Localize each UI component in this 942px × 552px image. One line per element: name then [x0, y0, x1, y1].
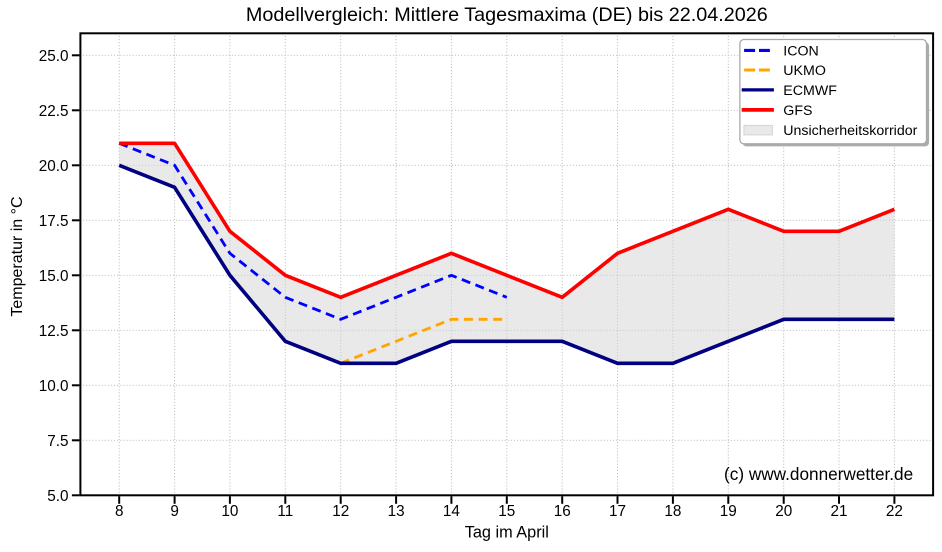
svg-text:15.0: 15.0 [39, 268, 69, 285]
svg-text:17: 17 [609, 503, 626, 520]
svg-text:20: 20 [775, 503, 792, 520]
svg-text:8: 8 [115, 503, 124, 520]
svg-text:22: 22 [886, 503, 903, 520]
svg-text:17.5: 17.5 [39, 213, 69, 230]
svg-text:20.0: 20.0 [39, 158, 69, 175]
svg-text:Tag im April: Tag im April [465, 524, 549, 542]
svg-text:Unsicherheitskorridor: Unsicherheitskorridor [783, 123, 917, 139]
svg-text:14: 14 [443, 503, 461, 520]
svg-text:5.0: 5.0 [47, 488, 68, 505]
svg-text:19: 19 [720, 503, 737, 520]
svg-text:(c) www.donnerwetter.de: (c) www.donnerwetter.de [724, 464, 913, 484]
svg-text:10.0: 10.0 [39, 378, 69, 395]
svg-text:12.5: 12.5 [39, 323, 69, 340]
svg-text:16: 16 [554, 503, 571, 520]
svg-text:Modellvergleich: Mittlere Tage: Modellvergleich: Mittlere Tagesmaxima (D… [246, 4, 768, 26]
svg-text:15: 15 [498, 503, 515, 520]
svg-text:22.5: 22.5 [39, 103, 69, 120]
svg-text:7.5: 7.5 [47, 433, 68, 450]
svg-text:11: 11 [277, 503, 293, 520]
svg-text:Temperatur in °C: Temperatur in °C [9, 196, 26, 316]
svg-text:ICON: ICON [783, 44, 818, 60]
svg-text:25.0: 25.0 [39, 48, 69, 65]
svg-text:13: 13 [388, 503, 405, 520]
svg-text:10: 10 [221, 503, 238, 520]
svg-text:GFS: GFS [783, 103, 812, 119]
svg-text:21: 21 [830, 503, 847, 520]
svg-text:12: 12 [332, 503, 349, 520]
svg-text:18: 18 [664, 503, 681, 520]
svg-text:ECMWF: ECMWF [783, 83, 837, 99]
svg-text:9: 9 [170, 503, 179, 520]
svg-text:UKMO: UKMO [783, 63, 826, 79]
